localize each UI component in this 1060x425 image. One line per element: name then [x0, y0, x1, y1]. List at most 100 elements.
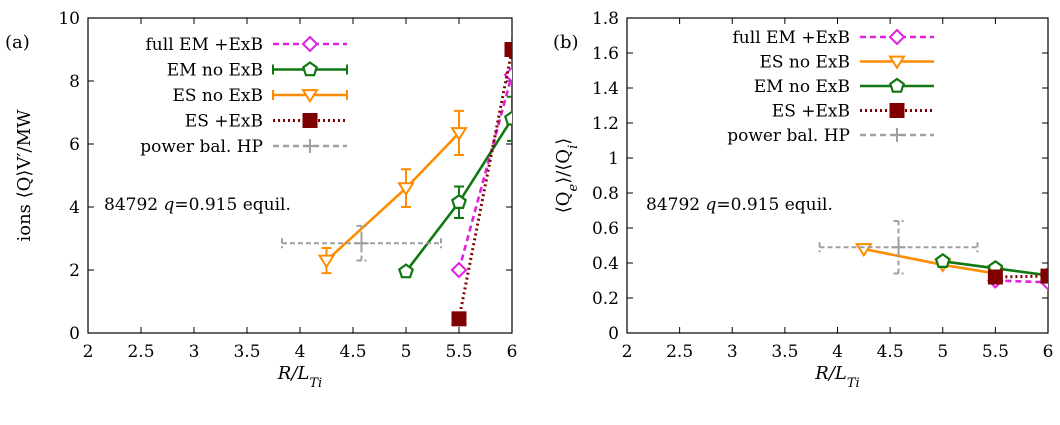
panel-label: (b): [553, 32, 579, 53]
data-point: [397, 182, 415, 197]
legend-label: EM no ExB: [167, 61, 263, 81]
x-tick-label: 5: [937, 342, 948, 362]
series-line: [457, 26, 512, 320]
legend-entry: EM no ExB: [167, 61, 348, 81]
legend-label: EM no ExB: [754, 77, 850, 97]
x-axis-label: R/LTi: [277, 363, 322, 391]
legend-label: power bal. HP: [727, 126, 850, 146]
data-point: [934, 252, 951, 268]
legend-entry: power bal. HP: [727, 126, 934, 146]
legend-marker: [888, 55, 906, 70]
y-tick-label: 2: [69, 261, 80, 281]
x-tick-label: 6: [507, 342, 518, 362]
y-tick-label: 0: [608, 324, 619, 344]
series-es-no-exb: [317, 109, 468, 275]
legend-entry: ES +ExB: [772, 102, 934, 122]
legend-errorbar: [272, 64, 348, 75]
error-bar-x: [280, 238, 442, 249]
legend-errorbar: [272, 90, 348, 100]
legend: full EM +ExB EM no ExB ES no ExB ES +ExB pow…: [140, 35, 348, 157]
y-tick-label: 1.6: [592, 44, 619, 64]
legend-label: full EM +ExB: [733, 28, 850, 48]
data-point: [397, 263, 415, 279]
data-point: [987, 269, 1003, 285]
data-point: [504, 42, 512, 57]
y-tick-label: 1.4: [592, 79, 619, 99]
legend: full EM +ExB ES no ExB EM no ExB ES +ExB pow…: [727, 28, 934, 146]
y-tick-label: 0.4: [592, 254, 619, 274]
x-tick-label: 2: [83, 342, 94, 362]
legend-label: ES +ExB: [185, 112, 263, 132]
y-tick-label: 1: [608, 149, 619, 169]
annotation: 84792 q=0.915 equil.: [104, 195, 291, 215]
series-line: [863, 247, 996, 275]
legend-marker: [303, 139, 317, 153]
y-tick-label: 6: [69, 135, 80, 155]
annotation: 84792 q=0.915 equil.: [646, 195, 833, 215]
data-point: [450, 193, 468, 209]
series-full-em-exb: [450, 66, 512, 279]
chart-panel-b: 2 2.5 3 3.5 4 4.5 5 5.5 6 0 0.2 0.4 0.6 0.8 1 1.2 1.4 1.6…: [553, 9, 1054, 391]
legend-marker: [301, 89, 319, 104]
plot-area: [818, 220, 1048, 291]
plot-area: [280, 26, 512, 327]
y-tick-label: 10: [58, 9, 80, 29]
error-bar: [507, 95, 512, 142]
y-tick-label: 0.2: [592, 289, 619, 309]
legend-marker: [302, 61, 318, 77]
legend-entry: ES no ExB: [759, 53, 934, 73]
y-tick-label: 4: [69, 198, 80, 218]
legend-marker: [888, 28, 906, 46]
series-es-no-exb: [855, 243, 1005, 282]
data-point: [450, 261, 468, 279]
x-tick-label: 5: [401, 342, 412, 362]
x-tick-label: 3.5: [233, 342, 260, 362]
plot-frame: [87, 17, 513, 334]
legend-marker: [889, 77, 905, 93]
series-line: [457, 74, 512, 271]
x-tick-label: 4.5: [877, 342, 904, 362]
legend-marker: [890, 128, 904, 142]
data-point: [451, 311, 467, 327]
y-tick-label: 8: [69, 72, 80, 92]
y-tick-label: 1.8: [592, 9, 619, 29]
x-tick-label: 6: [1043, 342, 1054, 362]
legend-entry: EM no ExB: [754, 77, 934, 97]
series-line: [995, 279, 1048, 284]
x-tick-label: 2.5: [666, 342, 693, 362]
data-point: [354, 236, 369, 251]
data-point: [450, 127, 468, 142]
legend-entry: power bal. HP: [140, 137, 347, 157]
data-point: [503, 66, 512, 84]
x-tick-label: 5.5: [445, 342, 472, 362]
x-tick-label: 3: [189, 342, 200, 362]
legend-label: ES +ExB: [772, 102, 850, 122]
legend-label: ES no ExB: [759, 53, 850, 73]
legend-label: ES no ExB: [172, 86, 263, 106]
data-point: [1040, 268, 1048, 284]
legend-entry: ES no ExB: [172, 86, 348, 106]
x-tick-label: 4: [295, 342, 306, 362]
x-tick-label: 3: [727, 342, 738, 362]
y-tick-label: 0.8: [592, 184, 619, 204]
series-es-exb: [451, 26, 512, 327]
data-point: [504, 110, 512, 126]
legend-entry: ES +ExB: [185, 112, 347, 132]
y-axis-label: ions ⟨Q⟩V′/MW: [14, 109, 35, 242]
legend-marker: [302, 113, 318, 128]
legend-entry: full EM +ExB: [146, 35, 347, 55]
x-tick-label: 4: [832, 342, 843, 362]
legend-entry: full EM +ExB: [733, 28, 934, 48]
x-tick-label: 3.5: [771, 342, 798, 362]
x-tick-label: 4.5: [339, 342, 366, 362]
x-tick-label: 5.5: [982, 342, 1009, 362]
y-axis-label: ⟨Qe⟩/⟨Qi⟩: [553, 138, 581, 214]
series-line: [995, 274, 1048, 279]
series-line: [325, 132, 460, 262]
data-point: [891, 240, 906, 255]
series-power-bal-hp: [280, 224, 442, 262]
legend-marker: [301, 35, 319, 53]
legend-label: full EM +ExB: [146, 35, 263, 55]
